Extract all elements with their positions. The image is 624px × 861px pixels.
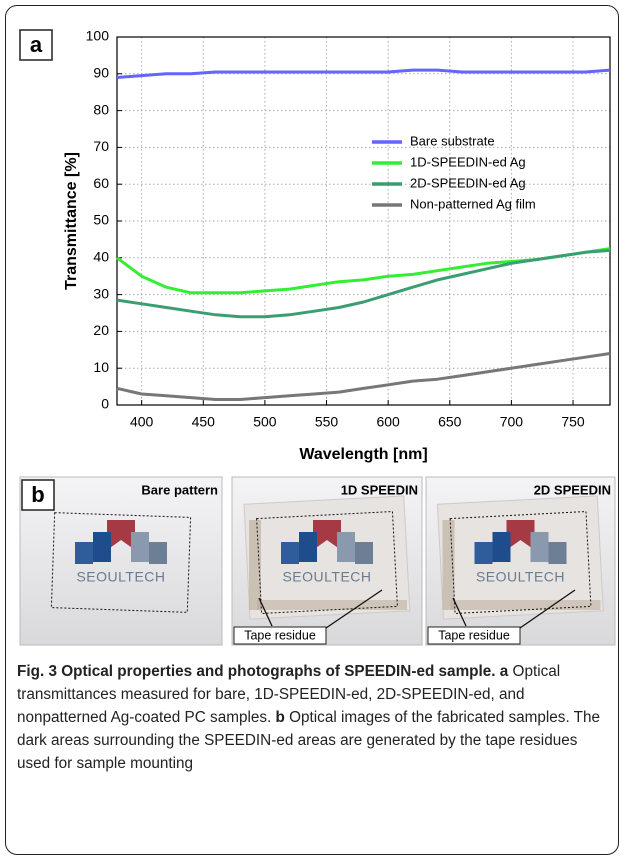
- data-line: [116, 68, 611, 79]
- data-line: [116, 247, 611, 295]
- panel-label: b: [31, 482, 44, 507]
- logo-blue: [492, 532, 511, 562]
- legend-label: Bare substrate: [410, 133, 495, 148]
- caption-title: Fig. 3 Optical properties and photograph…: [17, 663, 496, 680]
- figure: a 0 10 20 30 40 50 60 70 80 90 100 400 450 500 550 600 65…: [19, 28, 616, 646]
- y-tick-label: 100: [86, 28, 110, 44]
- dashed-outline: [256, 510, 398, 615]
- logo-red: [506, 520, 535, 550]
- x-tick-label: 700: [500, 414, 524, 430]
- x-tick-label: 550: [315, 414, 339, 430]
- logo-text: SEOULTECH: [476, 569, 565, 585]
- data-line: [116, 248, 611, 319]
- dashed-outline: [449, 510, 592, 615]
- photo-title: 1D SPEEDIN: [341, 482, 418, 497]
- logo-blue: [281, 542, 299, 564]
- logo-gray: [530, 532, 549, 562]
- x-tick-label: 600: [376, 414, 400, 430]
- caption-text: Optical images of the fabricated samples…: [17, 709, 601, 772]
- y-tick-label: 80: [93, 101, 109, 117]
- x-tick-label: 450: [192, 414, 216, 430]
- film: [436, 495, 604, 620]
- tape-residue: [450, 600, 601, 610]
- figure-frame: [5, 5, 619, 855]
- y-tick-label: 60: [93, 175, 109, 191]
- x-tick-label: 650: [438, 414, 462, 430]
- tape-residue: [257, 600, 407, 610]
- plot-frame: [116, 36, 611, 406]
- x-tick-label: 750: [561, 414, 585, 430]
- panel-label-box: [21, 479, 55, 511]
- photo: [19, 476, 223, 646]
- panel-label: a: [30, 32, 43, 57]
- annotation: Tape residue: [244, 628, 316, 642]
- legend-label: Non-patterned Ag film: [410, 196, 536, 211]
- y-tick-label: 20: [93, 322, 109, 338]
- photo-title: Bare pattern: [141, 482, 218, 497]
- legend-label: 2D-SPEEDIN-ed Ag: [410, 175, 526, 190]
- logo-blue: [93, 532, 111, 562]
- x-tick-label: 400: [130, 414, 154, 430]
- data-line: [116, 352, 611, 401]
- arrow: [325, 589, 383, 629]
- annotation: Tape residue: [438, 628, 510, 642]
- y-tick-label: 70: [93, 138, 109, 154]
- tape-residue: [249, 520, 261, 610]
- logo-gray: [149, 542, 167, 564]
- x-tick-label: 500: [253, 414, 277, 430]
- annotation-box: [233, 626, 327, 645]
- caption: Fig. 3 Optical properties and photograph…: [17, 660, 609, 775]
- logo-gray: [337, 532, 355, 562]
- logo-blue: [75, 542, 93, 564]
- arrow: [519, 589, 576, 629]
- x-axis-label: Wavelength [nm]: [299, 446, 427, 463]
- y-axis-label: Transmittance [%]: [63, 152, 80, 290]
- y-tick-label: 90: [93, 65, 109, 81]
- caption-text: Optical transmittances measured for bare…: [17, 663, 561, 726]
- y-tick-label: 30: [93, 285, 109, 301]
- logo-red: [107, 520, 135, 550]
- logo-text: SEOULTECH: [76, 569, 165, 585]
- panel-label-box: [19, 29, 53, 61]
- y-tick-label: 50: [93, 212, 109, 228]
- caption-label: a: [499, 663, 509, 680]
- logo-blue: [299, 532, 317, 562]
- arrow: [452, 597, 467, 627]
- arrow: [258, 597, 273, 627]
- tape-residue: [442, 520, 455, 610]
- y-tick-label: 10: [93, 359, 109, 375]
- legend-label: 1D-SPEEDIN-ed Ag: [410, 154, 526, 169]
- logo-red: [313, 520, 341, 550]
- logo-gray: [131, 532, 149, 562]
- logo-blue: [474, 542, 493, 564]
- caption-label: b: [275, 709, 285, 726]
- y-tick-label: 0: [101, 396, 109, 412]
- logo-gray: [548, 542, 567, 564]
- y-tick-label: 40: [93, 249, 109, 265]
- dashed-outline: [50, 512, 192, 613]
- annotation-box: [427, 626, 521, 645]
- logo-text: SEOULTECH: [282, 569, 371, 585]
- film: [243, 495, 411, 620]
- logo-gray: [355, 542, 373, 564]
- photo-title: 2D SPEEDIN: [534, 482, 611, 497]
